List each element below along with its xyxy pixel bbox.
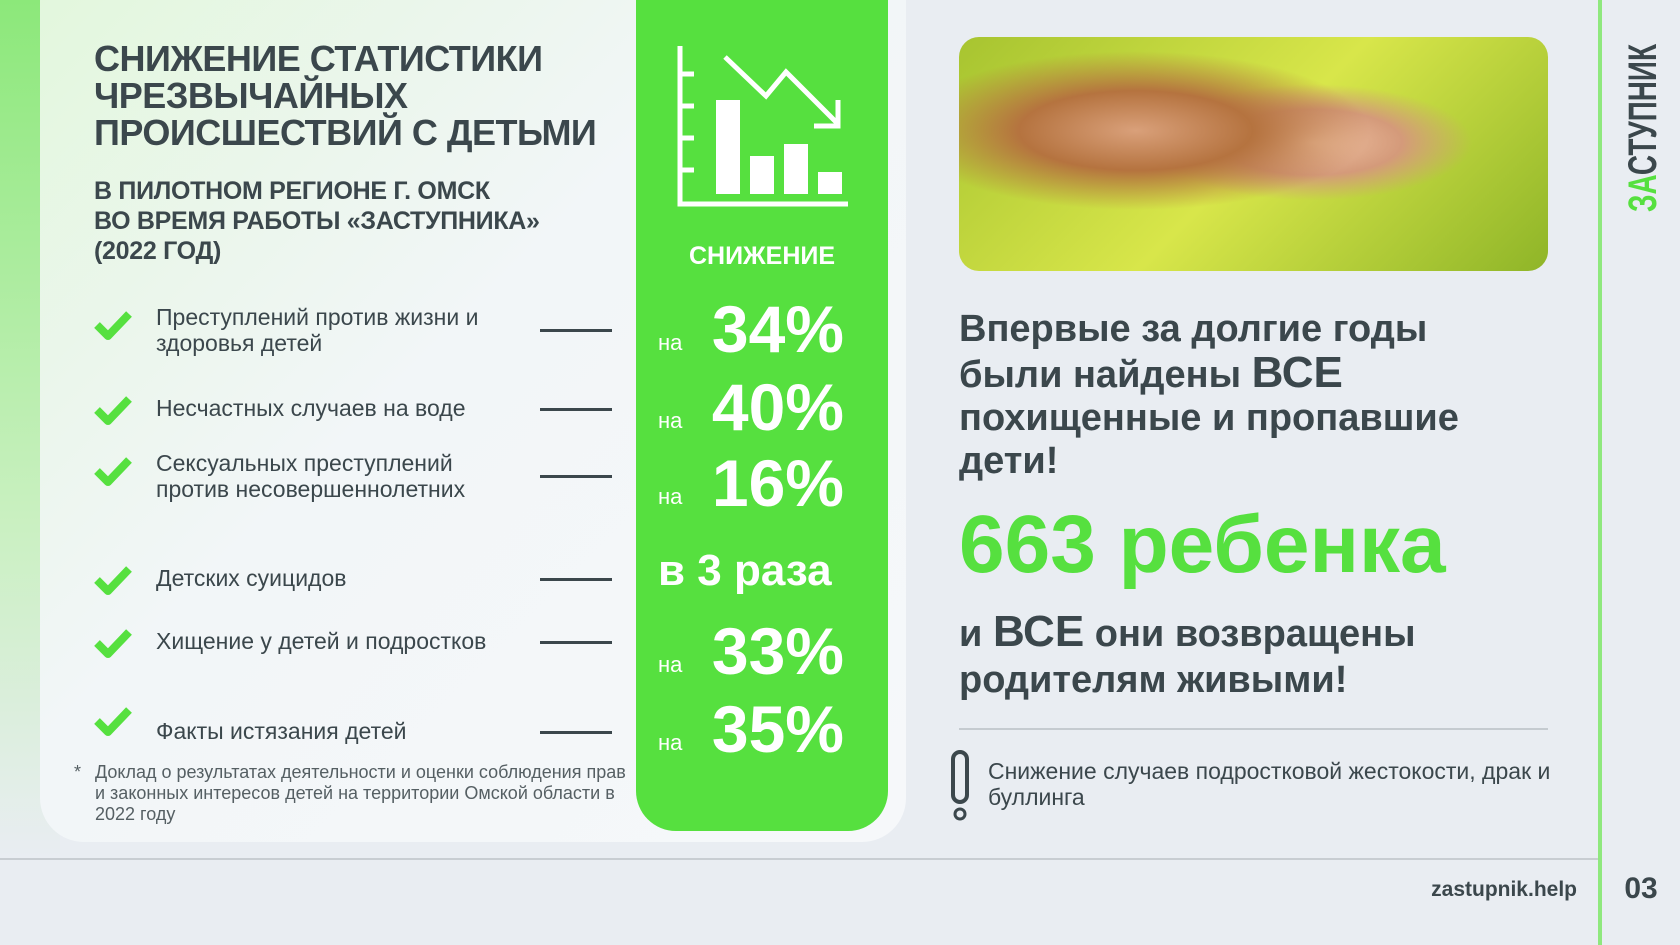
stat-percent: 16% <box>711 446 844 520</box>
stat-label: Несчастных случаев на воде <box>156 395 466 421</box>
page-subtitle: В ПИЛОТНОМ РЕГИОНЕ Г. ОМСК ВО ВРЕМЯ РАБО… <box>94 176 634 266</box>
bullying-note: Снижение случаев подростковой жестокости… <box>988 758 1551 810</box>
page-number: 03 <box>1624 872 1658 905</box>
decrease-label: СНИЖЕНИЕ <box>688 242 836 270</box>
stat-value: на 40% <box>658 370 844 440</box>
stat-value: на 34% <box>658 292 844 362</box>
check-icon <box>94 311 132 340</box>
subtitle-line: (2022 ГОД) <box>94 237 221 265</box>
stat-label: Детских суицидов <box>156 565 347 591</box>
subtitle-line: ВО ВРЕМЯ РАБОТЫ «ЗАСТУПНИКА» <box>94 207 540 235</box>
stat-label: Преступлений против жизни и здоровья дет… <box>156 304 479 356</box>
zastupnik-logo: ЗАСТУПНИК <box>1621 44 1664 212</box>
stat-prefix: на <box>658 330 683 355</box>
stat-prefix: на <box>658 730 683 755</box>
children-count: 663 ребенка <box>959 499 1446 590</box>
footer-divider <box>0 858 1599 860</box>
returned-emphasis: ВСЕ <box>992 607 1085 656</box>
stat-label: Факты истязания детей <box>156 718 407 744</box>
subtitle-line: В ПИЛОТНОМ РЕГИОНЕ Г. ОМСК <box>94 177 490 205</box>
check-icon <box>94 707 132 736</box>
divider <box>959 728 1548 730</box>
svg-text:ЗАСТУПНИК: ЗАСТУПНИК <box>1621 44 1664 212</box>
stat-label: Сексуальных преступлений против несоверш… <box>156 450 466 502</box>
headline-text: Впервые за долгие годы были найдены <box>959 308 1428 396</box>
found-headline: Впервые за долгие годы были найдены ВСЕ … <box>959 308 1539 483</box>
returned-text: и ВСЕ они возвращены родителям живыми! <box>959 609 1539 703</box>
sidebar-divider <box>1598 0 1602 945</box>
stat-prefix: на <box>658 484 683 509</box>
stat-row: Преступлений против жизни и здоровья дет… <box>94 304 624 376</box>
dash <box>540 641 612 644</box>
check-icon <box>94 396 132 425</box>
check-icon <box>94 566 132 595</box>
footnote-star: * <box>74 762 82 782</box>
headline-emphasis: ВСЕ <box>1251 348 1343 397</box>
stat-label: Хищение у детей и подростков <box>156 628 487 654</box>
dash <box>540 731 612 734</box>
check-icon <box>94 629 132 658</box>
stat-percent: в 3 раза <box>658 546 832 595</box>
stat-percent: 34% <box>711 292 844 366</box>
stat-row: Детских суицидов <box>94 565 624 625</box>
dash <box>540 475 612 478</box>
stat-row: Факты истязания детей <box>94 707 624 778</box>
exclamation-icon <box>951 750 969 821</box>
stat-percent: 33% <box>711 614 844 688</box>
stat-prefix: на <box>658 408 683 433</box>
stat-value: в 3 раза <box>658 530 844 600</box>
returned-part: и <box>959 613 983 655</box>
page-title: Снижение статистики чрезвычайных происше… <box>94 38 597 153</box>
footnote-text: Доклад о результатах деятельности и оцен… <box>95 762 626 824</box>
dash <box>540 578 612 581</box>
stat-row: Несчастных случаев на воде <box>94 395 624 455</box>
stat-value: на 16% <box>658 446 844 516</box>
website-link[interactable]: zastupnik.help <box>1431 878 1577 901</box>
stat-percent: 40% <box>711 370 844 444</box>
headline-text: похищенные и пропавшие дети! <box>959 397 1459 482</box>
mother-daughter-photo <box>959 37 1548 271</box>
stat-value: на 33% <box>658 614 844 684</box>
check-icon <box>94 457 132 486</box>
returned-part: они возвращены родителям живыми! <box>959 613 1416 701</box>
dash <box>540 408 612 411</box>
stat-percent: 35% <box>711 692 844 766</box>
stat-value: на 35% <box>658 692 844 762</box>
stat-row: Сексуальных преступлений против несоверш… <box>94 450 624 522</box>
footnote: * Доклад о результатах деятельности и оц… <box>74 762 634 825</box>
chart-decline-icon <box>677 46 848 207</box>
stat-prefix: на <box>658 652 683 677</box>
stat-row: Хищение у детей и подростков <box>94 628 624 688</box>
dash <box>540 329 612 332</box>
